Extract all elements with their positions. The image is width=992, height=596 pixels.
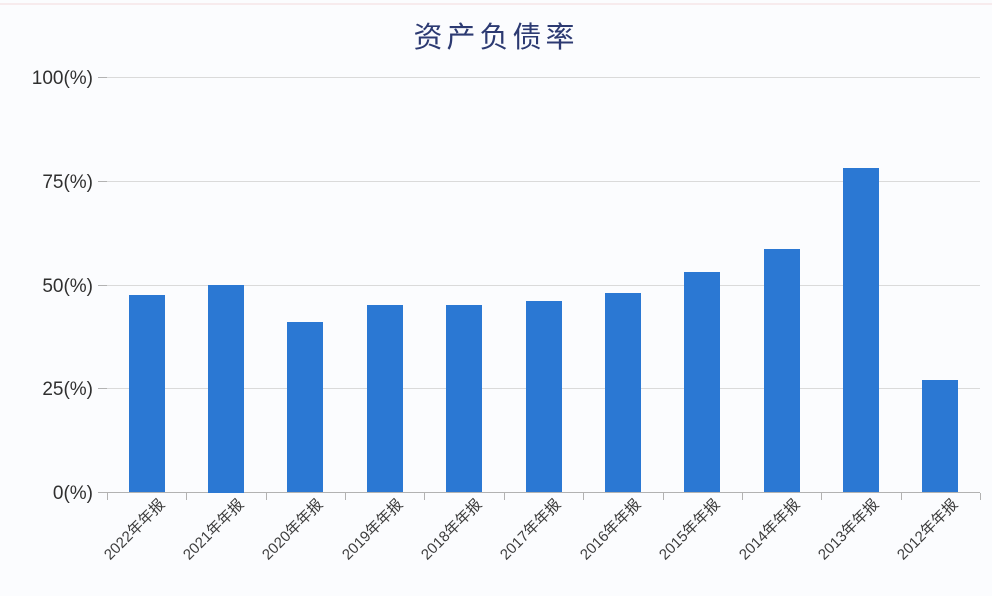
x-axis-label: 2013年年报 [814, 496, 883, 564]
bar-2020[interactable] [287, 322, 323, 492]
bar-2013[interactable] [843, 168, 879, 492]
y-axis-tick [98, 77, 107, 78]
y-axis-label: 25(%) [42, 379, 93, 400]
y-axis-label: 50(%) [42, 276, 93, 297]
y-axis-label: 100(%) [31, 68, 93, 89]
x-axis-label: 2021年年报 [179, 496, 248, 564]
gridline [107, 285, 980, 286]
y-axis-tick [98, 388, 107, 389]
x-axis-label: 2014年年报 [735, 496, 804, 564]
x-axis-label: 2015年年报 [655, 496, 724, 564]
bar-2019[interactable] [367, 305, 403, 492]
x-axis-tick [186, 493, 187, 500]
x-axis-tick [107, 493, 108, 500]
bar-2022[interactable] [129, 295, 165, 492]
bar-2018[interactable] [446, 305, 482, 492]
bar-2012[interactable] [922, 380, 958, 492]
x-axis-label: 2012年年报 [893, 496, 962, 564]
x-axis-tick [504, 493, 505, 500]
x-axis-label: 2022年年报 [100, 496, 169, 564]
x-axis-label: 2016年年报 [576, 496, 645, 564]
decorative-top-line [0, 3, 992, 5]
bar-2014[interactable] [764, 249, 800, 492]
chart-title: 资产负债率 [413, 22, 579, 54]
x-axis-label: 2018年年报 [417, 496, 486, 564]
x-axis-label: 2017年年报 [496, 496, 565, 564]
x-axis-tick [424, 493, 425, 500]
x-axis-tick [345, 493, 346, 500]
y-axis-tick [98, 181, 107, 182]
bar-2015[interactable] [684, 272, 720, 492]
bar-2017[interactable] [526, 301, 562, 492]
y-axis-label: 75(%) [42, 172, 93, 193]
y-axis-tick [98, 492, 107, 493]
x-axis-line [107, 492, 980, 493]
x-axis-tick [663, 493, 664, 500]
x-axis-tick [980, 493, 981, 500]
x-axis-tick [266, 493, 267, 500]
x-axis-tick [583, 493, 584, 500]
y-axis-label: 0(%) [52, 483, 93, 504]
bar-2021[interactable] [208, 285, 244, 493]
gridline [107, 77, 980, 78]
x-axis-label: 2019年年报 [338, 496, 407, 564]
x-axis-label: 2020年年报 [258, 496, 327, 564]
x-axis-tick [901, 493, 902, 500]
x-axis-tick [742, 493, 743, 500]
y-axis-tick [98, 285, 107, 286]
bar-2016[interactable] [605, 293, 641, 492]
x-axis-tick [821, 493, 822, 500]
gridline [107, 181, 980, 182]
